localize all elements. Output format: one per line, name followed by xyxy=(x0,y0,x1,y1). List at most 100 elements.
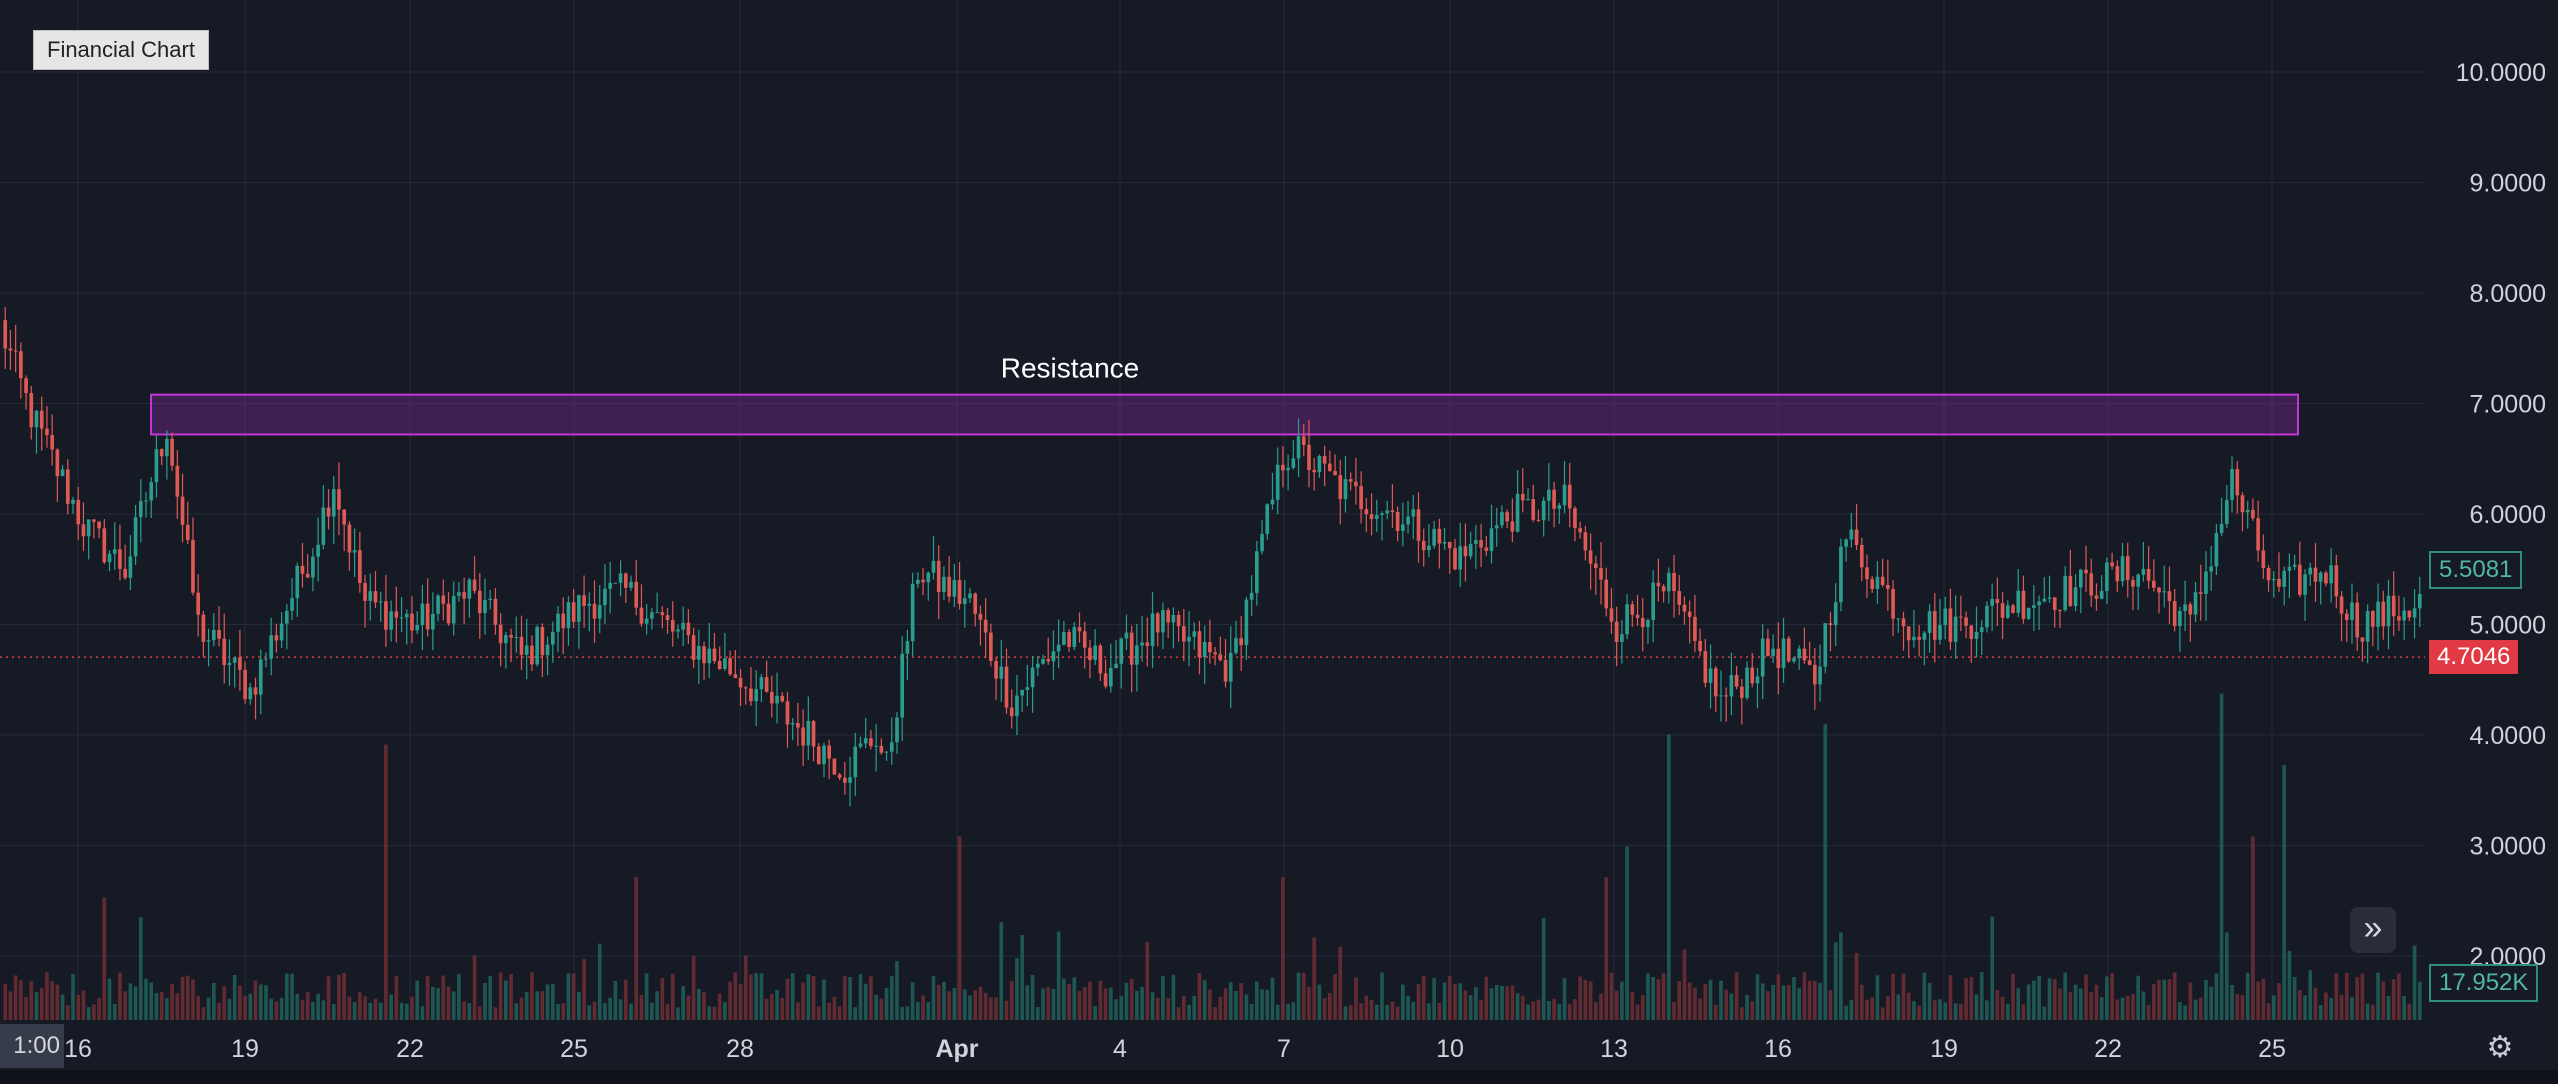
candle-body xyxy=(2365,611,2370,642)
volume-bar xyxy=(1296,972,1301,1020)
candle-body xyxy=(723,658,727,670)
candle-body xyxy=(1453,548,1457,570)
volume-bar xyxy=(1948,975,1953,1020)
volume-bar xyxy=(1479,999,1483,1020)
volume-bar xyxy=(1969,976,1974,1020)
volume-bar xyxy=(2115,999,2120,1020)
volume-bar xyxy=(1286,1003,1290,1020)
volume-bar xyxy=(2313,987,2318,1020)
candle-body xyxy=(2094,595,2099,599)
volume-bar xyxy=(1416,984,1421,1020)
volume-bar xyxy=(258,984,263,1020)
volume-bar xyxy=(1385,1004,1390,1020)
volume-bar xyxy=(853,1007,858,1020)
volume-bar xyxy=(780,997,785,1020)
volume-bar xyxy=(874,994,878,1020)
volume-bar xyxy=(415,980,420,1020)
chart-title: Financial Chart xyxy=(33,30,209,70)
volume-bar xyxy=(384,744,388,1020)
volume-bar xyxy=(910,982,915,1020)
candle-body xyxy=(232,657,237,663)
volume-bar xyxy=(232,974,237,1020)
candle-body xyxy=(2167,591,2172,602)
candle-body xyxy=(1150,613,1155,647)
volume-bar xyxy=(1807,980,1812,1020)
candle-body xyxy=(2131,580,2135,587)
candle-body xyxy=(1338,475,1343,500)
candle-body xyxy=(165,438,169,457)
candle-body xyxy=(305,573,310,578)
volume-bar xyxy=(2365,1003,2370,1020)
candle-body xyxy=(1948,608,1953,642)
candle-body xyxy=(2225,499,2229,524)
volume-bar xyxy=(2412,945,2417,1020)
candle-body xyxy=(1317,455,1322,473)
volume-bar xyxy=(1489,988,1494,1020)
volume-bar xyxy=(2292,976,2297,1020)
settings-button[interactable]: ⚙ xyxy=(2482,1030,2518,1066)
time-tick-label: 28 xyxy=(726,1035,754,1063)
candle-body xyxy=(1520,493,1525,501)
volume-bar xyxy=(545,984,550,1020)
volume-bar xyxy=(1249,1004,1254,1020)
volume-bar xyxy=(410,996,414,1020)
volume-bar xyxy=(1891,973,1895,1020)
volume-bar xyxy=(2376,972,2380,1020)
volume-bar xyxy=(2073,984,2078,1020)
volume-bar xyxy=(1677,981,1682,1020)
volume-bar xyxy=(1145,941,1150,1020)
volume-bar xyxy=(1620,981,1624,1020)
candle-body xyxy=(1729,675,1734,697)
candle-body xyxy=(1082,631,1087,648)
candle-body xyxy=(2047,597,2052,599)
volume-bar xyxy=(1573,999,1577,1020)
volume-bar xyxy=(389,994,393,1020)
volume-bar xyxy=(1281,877,1285,1020)
volume-bar xyxy=(1520,995,1525,1020)
volume-bar xyxy=(1593,1002,1598,1020)
double-chevron-right-icon: » xyxy=(2363,909,2383,947)
candle-body xyxy=(2397,616,2401,621)
candle-body xyxy=(2209,566,2214,572)
volume-bar xyxy=(436,988,440,1020)
volume-bar xyxy=(290,973,294,1020)
candle-body xyxy=(1406,516,1410,525)
volume-bar xyxy=(1630,991,1635,1020)
time-tick-label: 25 xyxy=(2258,1035,2286,1063)
volume-bar xyxy=(86,1007,91,1020)
volume-bar xyxy=(1614,990,1619,1020)
volume-bar xyxy=(1223,988,1228,1020)
candle-body xyxy=(754,689,759,702)
volume-bar xyxy=(1578,976,1582,1020)
candle-body xyxy=(1802,648,1807,661)
candle-body xyxy=(1578,528,1582,533)
volume-bar xyxy=(1176,1007,1181,1020)
candle-body xyxy=(1218,654,1223,661)
candle-body xyxy=(76,499,81,525)
volume-bar xyxy=(165,998,169,1020)
candle-body xyxy=(1374,515,1379,519)
volume-bar xyxy=(1312,937,1317,1020)
candle-body xyxy=(702,646,706,664)
volume-bar xyxy=(2329,998,2333,1020)
candle-body xyxy=(775,695,779,704)
volume-bar xyxy=(2110,972,2114,1020)
candle-body xyxy=(1588,550,1593,564)
volume-bar xyxy=(457,974,461,1020)
volume-bar xyxy=(326,976,331,1020)
volume-bar xyxy=(1823,724,1828,1020)
candle-body xyxy=(2360,637,2365,642)
scroll-to-latest-button[interactable]: » xyxy=(2350,907,2396,953)
candle-body xyxy=(337,489,341,510)
candle-body xyxy=(1682,604,1687,612)
resistance-zone[interactable] xyxy=(150,393,2299,436)
candle-body xyxy=(2136,574,2140,587)
candle-body xyxy=(999,666,1004,679)
candle-body xyxy=(587,603,592,606)
candle-body xyxy=(1990,598,1994,606)
candle-body xyxy=(1187,636,1191,642)
candle-body xyxy=(347,524,352,553)
volume-bar xyxy=(316,993,320,1020)
volume-bar xyxy=(1343,1006,1348,1020)
